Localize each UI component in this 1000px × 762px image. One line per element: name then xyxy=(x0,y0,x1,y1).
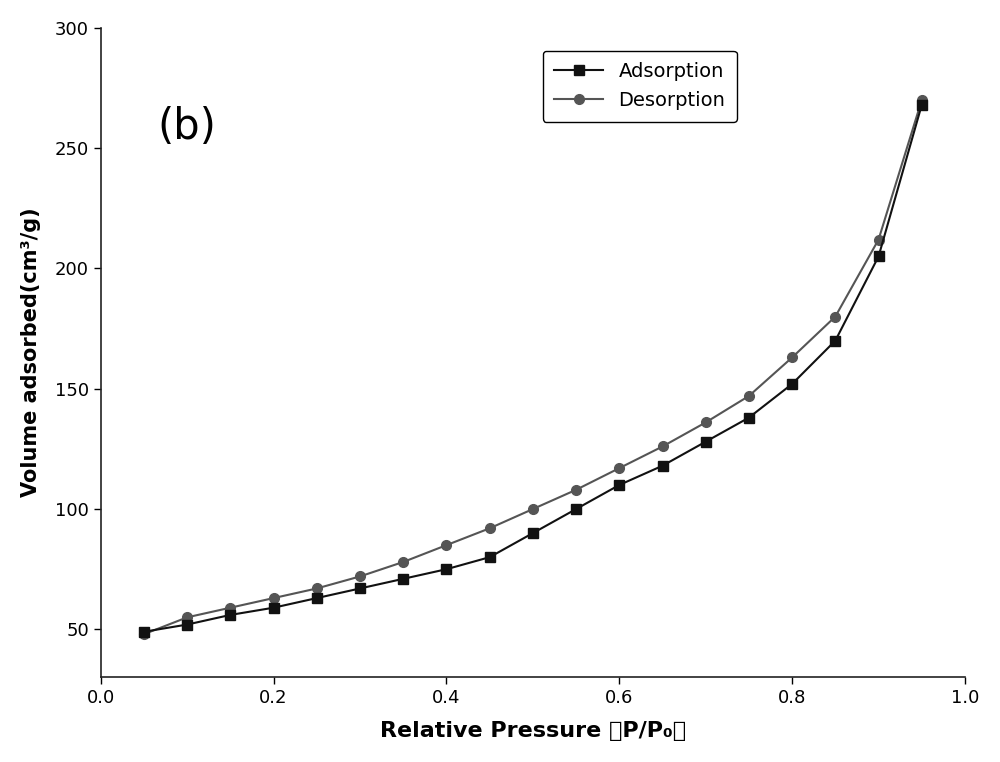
Desorption xyxy=(268,594,280,603)
Legend: Adsorption, Desorption: Adsorption, Desorption xyxy=(543,50,737,122)
Adsorption xyxy=(657,461,669,470)
Desorption xyxy=(570,485,582,495)
Adsorption xyxy=(397,575,409,584)
Line: Adsorption: Adsorption xyxy=(139,100,927,636)
Desorption xyxy=(354,572,366,581)
Desorption xyxy=(138,629,150,639)
Desorption xyxy=(224,604,236,613)
Desorption xyxy=(657,442,669,451)
Y-axis label: Volume adsorbed(cm³/g): Volume adsorbed(cm³/g) xyxy=(21,208,41,498)
Desorption xyxy=(700,418,712,427)
Text: (b): (b) xyxy=(158,106,217,148)
Adsorption xyxy=(138,627,150,636)
Desorption xyxy=(743,392,755,401)
Desorption xyxy=(916,95,928,104)
Line: Desorption: Desorption xyxy=(139,95,927,639)
Adsorption xyxy=(440,565,452,574)
Adsorption xyxy=(570,504,582,514)
Desorption xyxy=(397,558,409,567)
Adsorption xyxy=(527,529,539,538)
Adsorption xyxy=(181,620,193,629)
Adsorption xyxy=(743,413,755,422)
Adsorption xyxy=(311,594,323,603)
Desorption xyxy=(873,235,885,244)
Adsorption xyxy=(786,379,798,389)
Adsorption xyxy=(613,480,625,489)
Desorption xyxy=(786,353,798,362)
Adsorption xyxy=(224,610,236,620)
Adsorption xyxy=(829,336,841,345)
Desorption xyxy=(613,463,625,472)
Adsorption xyxy=(484,552,496,562)
Desorption xyxy=(829,312,841,321)
X-axis label: Relative Pressure （P/P₀）: Relative Pressure （P/P₀） xyxy=(380,721,686,741)
Desorption xyxy=(527,504,539,514)
Adsorption xyxy=(916,101,928,110)
Desorption xyxy=(440,540,452,549)
Adsorption xyxy=(700,437,712,447)
Desorption xyxy=(181,613,193,622)
Desorption xyxy=(484,523,496,533)
Adsorption xyxy=(268,604,280,613)
Adsorption xyxy=(873,251,885,261)
Desorption xyxy=(311,584,323,593)
Adsorption xyxy=(354,584,366,593)
